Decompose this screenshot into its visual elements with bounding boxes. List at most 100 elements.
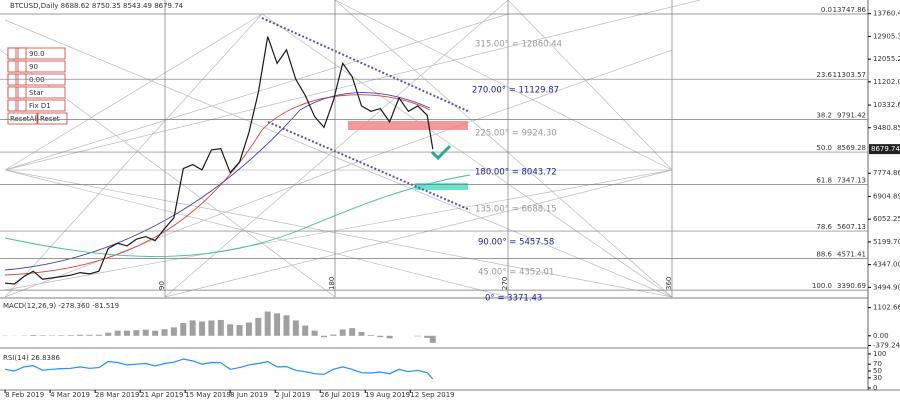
button-label[interactable]: Fix D1	[29, 102, 51, 110]
y-tick-label: 30	[873, 374, 882, 382]
histogram-bar	[143, 330, 149, 336]
x-tick-label: 4 Mar 2019	[50, 391, 90, 399]
y-tick-label: 12055.20	[873, 55, 900, 63]
fib-price: 3390.69	[837, 282, 866, 290]
histogram-bar	[302, 326, 308, 336]
histogram-bar	[152, 331, 158, 336]
fib-level: 100.0	[812, 282, 832, 290]
y-tick-label: 0.00	[873, 332, 889, 340]
x-tick-label: 21 Apr 2019	[140, 391, 183, 399]
pane-title: MACD(12,26,9) -278.360 -81.519	[3, 302, 119, 310]
x-tick-label: 19 Aug 2019	[365, 391, 410, 399]
gann-label: 0° = 3371.43	[485, 294, 542, 304]
cycle-label: 180	[328, 277, 336, 290]
y-tick-label: 12905.32	[873, 32, 900, 40]
button-icon[interactable]	[18, 100, 26, 111]
histogram-bar	[124, 331, 130, 336]
y-tick-label: 0	[873, 384, 877, 392]
button-icon[interactable]	[8, 61, 16, 72]
y-tick-label: 6904.89	[873, 192, 900, 200]
histogram-bar	[387, 336, 393, 339]
button-icon[interactable]	[18, 48, 26, 59]
y-tick-label: 11202.07	[873, 78, 900, 86]
histogram-bar	[86, 335, 92, 336]
button-label[interactable]: 0.00	[29, 76, 45, 84]
fib-level: 0.0	[821, 6, 832, 14]
pane-title: RSI(14) 26.8386	[3, 354, 60, 362]
button-label[interactable]: Star	[29, 89, 43, 97]
histogram-bar	[40, 335, 46, 336]
histogram-bar	[171, 327, 177, 335]
y-tick-label: 100	[873, 350, 886, 358]
button-label[interactable]: ResetAll	[10, 115, 38, 123]
current-price: 8679.74	[871, 145, 900, 153]
histogram-bar	[218, 320, 224, 336]
fib-level: 23.6	[816, 71, 832, 79]
histogram-bar	[415, 336, 421, 337]
fib-level: 88.6	[816, 251, 832, 259]
histogram-bar	[96, 335, 102, 336]
y-tick-label: 4347.00	[873, 261, 900, 269]
histogram-bar	[68, 335, 74, 336]
histogram-bar	[246, 323, 252, 336]
fib-price: 5607.13	[837, 223, 866, 231]
button-icon[interactable]	[8, 100, 16, 111]
y-tick-label: 1102.66	[873, 304, 900, 312]
button-label[interactable]: 90	[29, 63, 38, 71]
histogram-bar	[293, 320, 299, 335]
fib-level: 38.2	[816, 111, 832, 119]
cycle-label: 270	[501, 277, 509, 290]
button-label[interactable]: Reset	[40, 115, 60, 123]
button-icon[interactable]	[8, 87, 16, 98]
histogram-bar	[424, 336, 430, 338]
histogram-bar	[358, 332, 364, 336]
gann-label: 90.00° = 5457.58	[478, 238, 554, 248]
y-tick-label: 7774.86	[873, 169, 900, 177]
y-tick-label: 9480.85	[873, 124, 900, 132]
button-icon[interactable]	[18, 87, 26, 98]
histogram-bar	[340, 329, 346, 335]
y-tick-label: 3494.90	[873, 283, 900, 291]
histogram-bar	[115, 331, 121, 336]
histogram-bar	[208, 320, 214, 335]
histogram-bar	[133, 330, 139, 336]
histogram-bar	[274, 313, 280, 335]
histogram-bar	[199, 321, 205, 335]
fib-price: 8569.28	[837, 144, 866, 152]
y-tick-label: -379.24	[873, 341, 900, 349]
button-label[interactable]: 90.0	[29, 50, 45, 58]
fib-level: 61.8	[816, 177, 832, 185]
histogram-bar	[349, 328, 355, 336]
y-tick-label: 10332.62	[873, 101, 900, 109]
x-tick-label: 26 Jul 2019	[320, 391, 360, 399]
gann-label: 270.00° = 11129.87	[472, 86, 559, 96]
x-tick-label: 8 Feb 2019	[5, 391, 44, 399]
button-icon[interactable]	[8, 48, 16, 59]
chart-header: BTCUSD,Daily 8688.62 8750.35 8543.49 867…	[10, 2, 184, 10]
y-tick-label: 6052.25	[873, 215, 900, 223]
fib-price: 13747.86	[833, 6, 867, 14]
histogram-bar	[368, 335, 374, 336]
fib-price: 7347.13	[837, 177, 866, 185]
gann-label: 45.00° = 4352.01	[478, 268, 554, 278]
x-tick-label: 28 Mar 2019	[95, 391, 139, 399]
histogram-bar	[30, 335, 36, 336]
cycle-label: 360	[665, 277, 673, 290]
histogram-bar	[265, 312, 271, 336]
gann-label: 225.00° = 9924.30	[475, 129, 557, 139]
histogram-bar	[283, 315, 289, 335]
histogram-bar	[321, 336, 327, 337]
gann-label: 315.00° = 12860.44	[475, 40, 562, 50]
y-tick-label: 13760.45	[873, 10, 900, 18]
histogram-bar	[58, 335, 64, 336]
histogram-bar	[312, 331, 318, 336]
histogram-bar	[237, 325, 243, 336]
histogram-bar	[180, 323, 186, 336]
fib-price: 4571.41	[837, 251, 866, 259]
histogram-bar	[255, 318, 261, 336]
button-icon[interactable]	[18, 61, 26, 72]
x-tick-label: 12 Sep 2019	[410, 391, 454, 399]
cycle-label: 90	[158, 281, 166, 290]
